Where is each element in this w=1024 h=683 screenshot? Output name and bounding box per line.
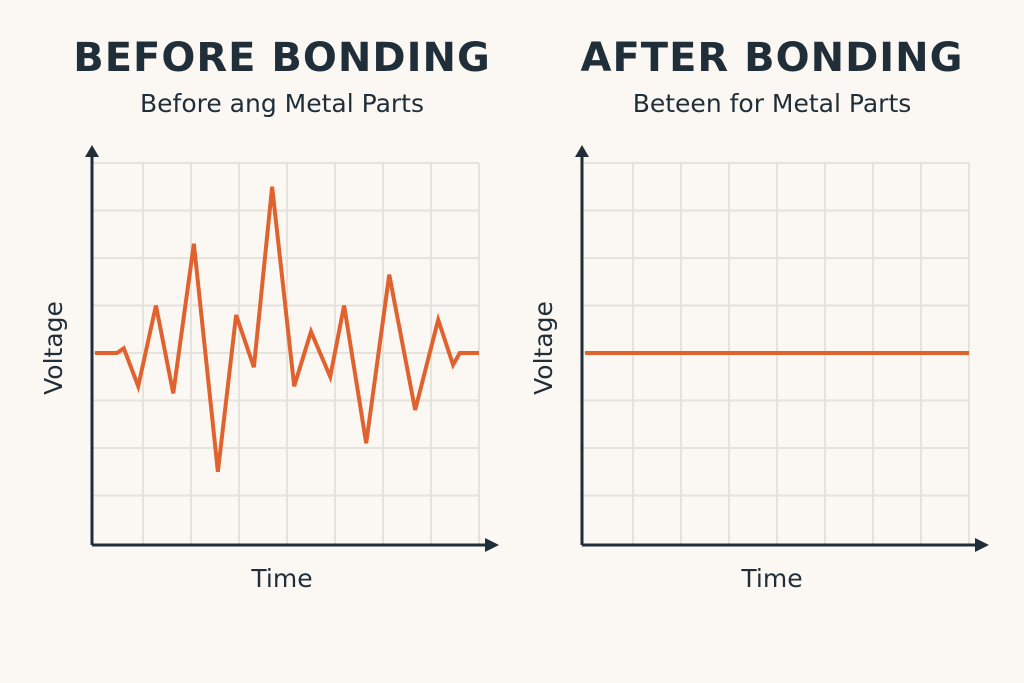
- x-axis-label: Time: [250, 564, 312, 593]
- chart-title: BEFORE BONDING: [73, 35, 491, 81]
- data-line: [95, 186, 479, 472]
- chart-subtitle: Beteen for Metal Parts: [633, 89, 912, 118]
- x-arrow: [975, 538, 989, 552]
- y-arrow: [85, 145, 99, 157]
- x-axis-label: Time: [740, 564, 802, 593]
- y-axis-label: Voltage: [39, 301, 68, 395]
- y-arrow: [575, 145, 589, 157]
- x-arrow: [485, 538, 499, 552]
- chart-subtitle: Before ang Metal Parts: [140, 89, 424, 118]
- chart-title: AFTER BONDING: [581, 35, 964, 81]
- y-axis-label: Voltage: [529, 301, 558, 395]
